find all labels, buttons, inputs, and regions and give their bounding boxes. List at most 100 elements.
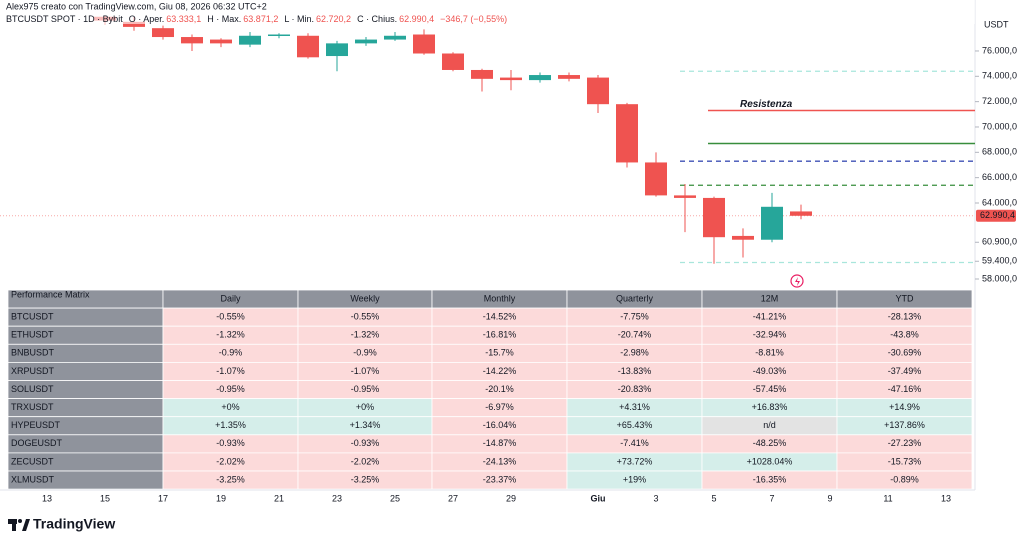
cell-value: -27.23%: [888, 438, 922, 448]
logo-mark: [12, 519, 16, 531]
row-label: ETHUSDT: [11, 330, 54, 340]
cell-value: -24.13%: [483, 456, 517, 466]
logo-mark: [18, 519, 22, 523]
symbol: BTCUSDT SPOT · 1D · Bybit: [6, 14, 123, 24]
x-tick-label: 23: [332, 493, 342, 503]
change: −346,7 (−0,55%): [440, 14, 507, 24]
cell-value: -14.52%: [483, 312, 517, 322]
brand: TradingView: [33, 516, 115, 532]
y-tick-label: 59.400,0: [982, 256, 1017, 266]
axis-unit: USDT: [984, 19, 1009, 29]
row-label: DOGEUSDT: [11, 438, 63, 448]
cell-value: +4.31%: [619, 402, 650, 412]
cell-value: -3.25%: [216, 474, 245, 484]
candle-body: [413, 34, 435, 54]
row-label: HYPEUSDT: [11, 420, 61, 430]
candle-body: [703, 197, 725, 238]
cell-value: -0.93%: [351, 438, 380, 448]
candle-body: [761, 206, 783, 240]
x-tick-label: 5: [711, 493, 716, 503]
x-tick-label: 21: [274, 493, 284, 503]
y-tick-label: 68.000,0: [982, 147, 1017, 157]
candle-body: [210, 39, 232, 44]
candle-body: [645, 162, 667, 196]
table-cell: [836, 470, 973, 490]
legend-backdrop: [0, 0, 975, 24]
cell-value: -0.93%: [216, 438, 245, 448]
cell-value: -2.02%: [216, 456, 245, 466]
x-tick-label: 11: [883, 493, 892, 503]
cell-value: -14.87%: [483, 438, 517, 448]
y-tick-label: 58.000,0: [982, 273, 1017, 283]
candle-body: [268, 34, 290, 37]
cell-value: -0.55%: [351, 312, 380, 322]
candle-body: [558, 75, 580, 79]
ohlc-value: 63.871,2: [243, 14, 278, 24]
cell-value: -37.49%: [888, 366, 922, 376]
cell-value: -1.32%: [351, 330, 380, 340]
cell-value: +14.9%: [889, 402, 920, 412]
x-tick-label: 17: [158, 493, 168, 503]
ohlc-label: H · Max.: [207, 14, 241, 24]
table-header: YTD: [896, 293, 915, 303]
cell-value: -16.04%: [483, 420, 517, 430]
cell-value: -20.83%: [618, 384, 652, 394]
cell-value: -14.22%: [483, 366, 517, 376]
candle-body: [326, 43, 348, 57]
logo-mark: [22, 519, 30, 531]
cell-value: -7.41%: [620, 438, 649, 448]
cell-value: -28.13%: [888, 312, 922, 322]
candle-body: [442, 53, 464, 70]
cell-value: -32.94%: [753, 330, 787, 340]
y-tick-label: 72.000,0: [982, 96, 1017, 106]
cell-value: -7.75%: [620, 312, 649, 322]
table-header: Quarterly: [616, 293, 654, 303]
cell-value: +1.35%: [215, 420, 246, 430]
cell-value: -13.83%: [618, 366, 652, 376]
level-label: Resistenza: [740, 99, 793, 110]
table-header: 12M: [761, 293, 779, 303]
y-tick-label: 66.000,0: [982, 172, 1017, 182]
x-tick-label: 7: [769, 493, 774, 503]
cell-value: -15.73%: [888, 456, 922, 466]
cell-value: +0%: [356, 402, 374, 412]
x-tick-label: Giu: [591, 493, 606, 503]
cell-value: +73.72%: [617, 456, 653, 466]
cell-value: -20.1%: [485, 384, 514, 394]
row-label: BTCUSDT: [11, 312, 54, 322]
cell-value: -16.35%: [753, 474, 787, 484]
candle-body: [616, 104, 638, 163]
cell-value: -41.21%: [753, 312, 787, 322]
candle-body: [181, 37, 203, 44]
event-icon-bolt: [795, 277, 800, 286]
x-tick-label: 3: [653, 493, 658, 503]
cell-value: -0.95%: [216, 384, 245, 394]
x-tick-label: 29: [506, 493, 516, 503]
candle-body: [297, 35, 319, 58]
row-label: SOLUSDT: [11, 384, 54, 394]
cell-value: -6.97%: [485, 402, 514, 412]
ohlc-label: O · Aper.: [129, 14, 165, 24]
candle-body: [790, 211, 812, 216]
credit: Alex975 creato con TradingView.com, Giu …: [6, 1, 267, 11]
cell-value: -2.02%: [351, 456, 380, 466]
candle-body: [471, 69, 493, 79]
cell-value: -3.25%: [351, 474, 380, 484]
plot: Resistenza: [0, 15, 975, 264]
candle-body: [123, 21, 145, 27]
candle-body: [674, 195, 696, 198]
cell-value: -1.32%: [216, 330, 245, 340]
table-header: Daily: [220, 293, 241, 303]
event-icon[interactable]: [790, 274, 804, 288]
cell-value: +16.83%: [752, 402, 788, 412]
cell-value: -47.16%: [888, 384, 922, 394]
cell-value: +19%: [623, 474, 646, 484]
cell-value: -0.89%: [890, 474, 919, 484]
cell-value: +1.34%: [350, 420, 381, 430]
candle-body: [587, 77, 609, 105]
cell-value: -48.25%: [753, 438, 787, 448]
cell-value: -30.69%: [888, 348, 922, 358]
cell-value: +137.86%: [884, 420, 925, 430]
